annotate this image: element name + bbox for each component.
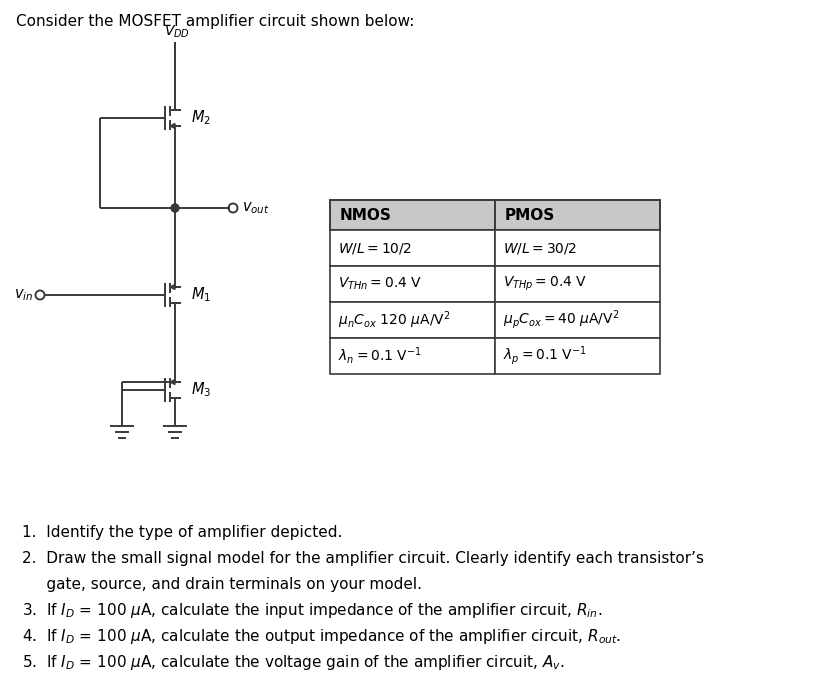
Bar <box>495 302 660 338</box>
Text: PMOS: PMOS <box>505 207 556 223</box>
Text: 5.  If $I_D$ = 100 $\mu$A, calculate the voltage gain of the amplifier circuit, : 5. If $I_D$ = 100 $\mu$A, calculate the … <box>22 653 565 672</box>
Bar <box>330 302 495 338</box>
Text: $M_1$: $M_1$ <box>191 285 211 304</box>
Text: 1.  Identify the type of amplifier depicted.: 1. Identify the type of amplifier depict… <box>22 525 342 539</box>
Text: $\mu_n C_{ox}\ 120\ \mu\rm{A/V}^2$: $\mu_n C_{ox}\ 120\ \mu\rm{A/V}^2$ <box>338 309 451 331</box>
Bar <box>495 230 660 266</box>
Text: $\mu_p C_{ox} = 40\ \mu\rm{A/V}^2$: $\mu_p C_{ox} = 40\ \mu\rm{A/V}^2$ <box>503 308 619 331</box>
Text: $M_2$: $M_2$ <box>191 109 211 127</box>
Text: Consider the MOSFET amplifier circuit shown below:: Consider the MOSFET amplifier circuit sh… <box>16 14 414 29</box>
Bar <box>495 338 660 374</box>
Bar <box>330 266 495 302</box>
Text: $v_{in}$: $v_{in}$ <box>14 287 33 303</box>
Text: $v_{out}$: $v_{out}$ <box>242 200 270 216</box>
Text: 3.  If $I_D$ = 100 $\mu$A, calculate the input impedance of the amplifier circui: 3. If $I_D$ = 100 $\mu$A, calculate the … <box>22 601 602 619</box>
Bar <box>330 230 495 266</box>
Text: $V_{THn} = 0.4\ \rm{V}$: $V_{THn} = 0.4\ \rm{V}$ <box>338 276 422 292</box>
Text: $V_{THp} = 0.4\ \rm{V}$: $V_{THp} = 0.4\ \rm{V}$ <box>503 275 587 293</box>
Text: $\lambda_p = 0.1\ \rm{V}^{-1}$: $\lambda_p = 0.1\ \rm{V}^{-1}$ <box>503 345 587 367</box>
Text: $M_3$: $M_3$ <box>191 381 212 400</box>
Bar <box>495 266 660 302</box>
Text: 2.  Draw the small signal model for the amplifier circuit. Clearly identify each: 2. Draw the small signal model for the a… <box>22 551 704 565</box>
Text: $W/L = 30/2$: $W/L = 30/2$ <box>503 241 578 255</box>
Bar <box>495 200 660 230</box>
Text: $V_{DD}$: $V_{DD}$ <box>164 24 190 40</box>
Bar <box>330 200 495 230</box>
Circle shape <box>171 204 179 212</box>
Polygon shape <box>170 285 175 290</box>
Text: NMOS: NMOS <box>340 207 392 223</box>
Text: gate, source, and drain terminals on your model.: gate, source, and drain terminals on you… <box>22 576 422 592</box>
Polygon shape <box>170 123 175 129</box>
Bar <box>330 338 495 374</box>
Text: $W/L = 10/2$: $W/L = 10/2$ <box>338 241 413 255</box>
Text: 4.  If $I_D$ = 100 $\mu$A, calculate the output impedance of the amplifier circu: 4. If $I_D$ = 100 $\mu$A, calculate the … <box>22 626 621 645</box>
Text: $\lambda_n = 0.1\ \rm{V}^{-1}$: $\lambda_n = 0.1\ \rm{V}^{-1}$ <box>338 345 422 367</box>
Polygon shape <box>170 379 175 384</box>
